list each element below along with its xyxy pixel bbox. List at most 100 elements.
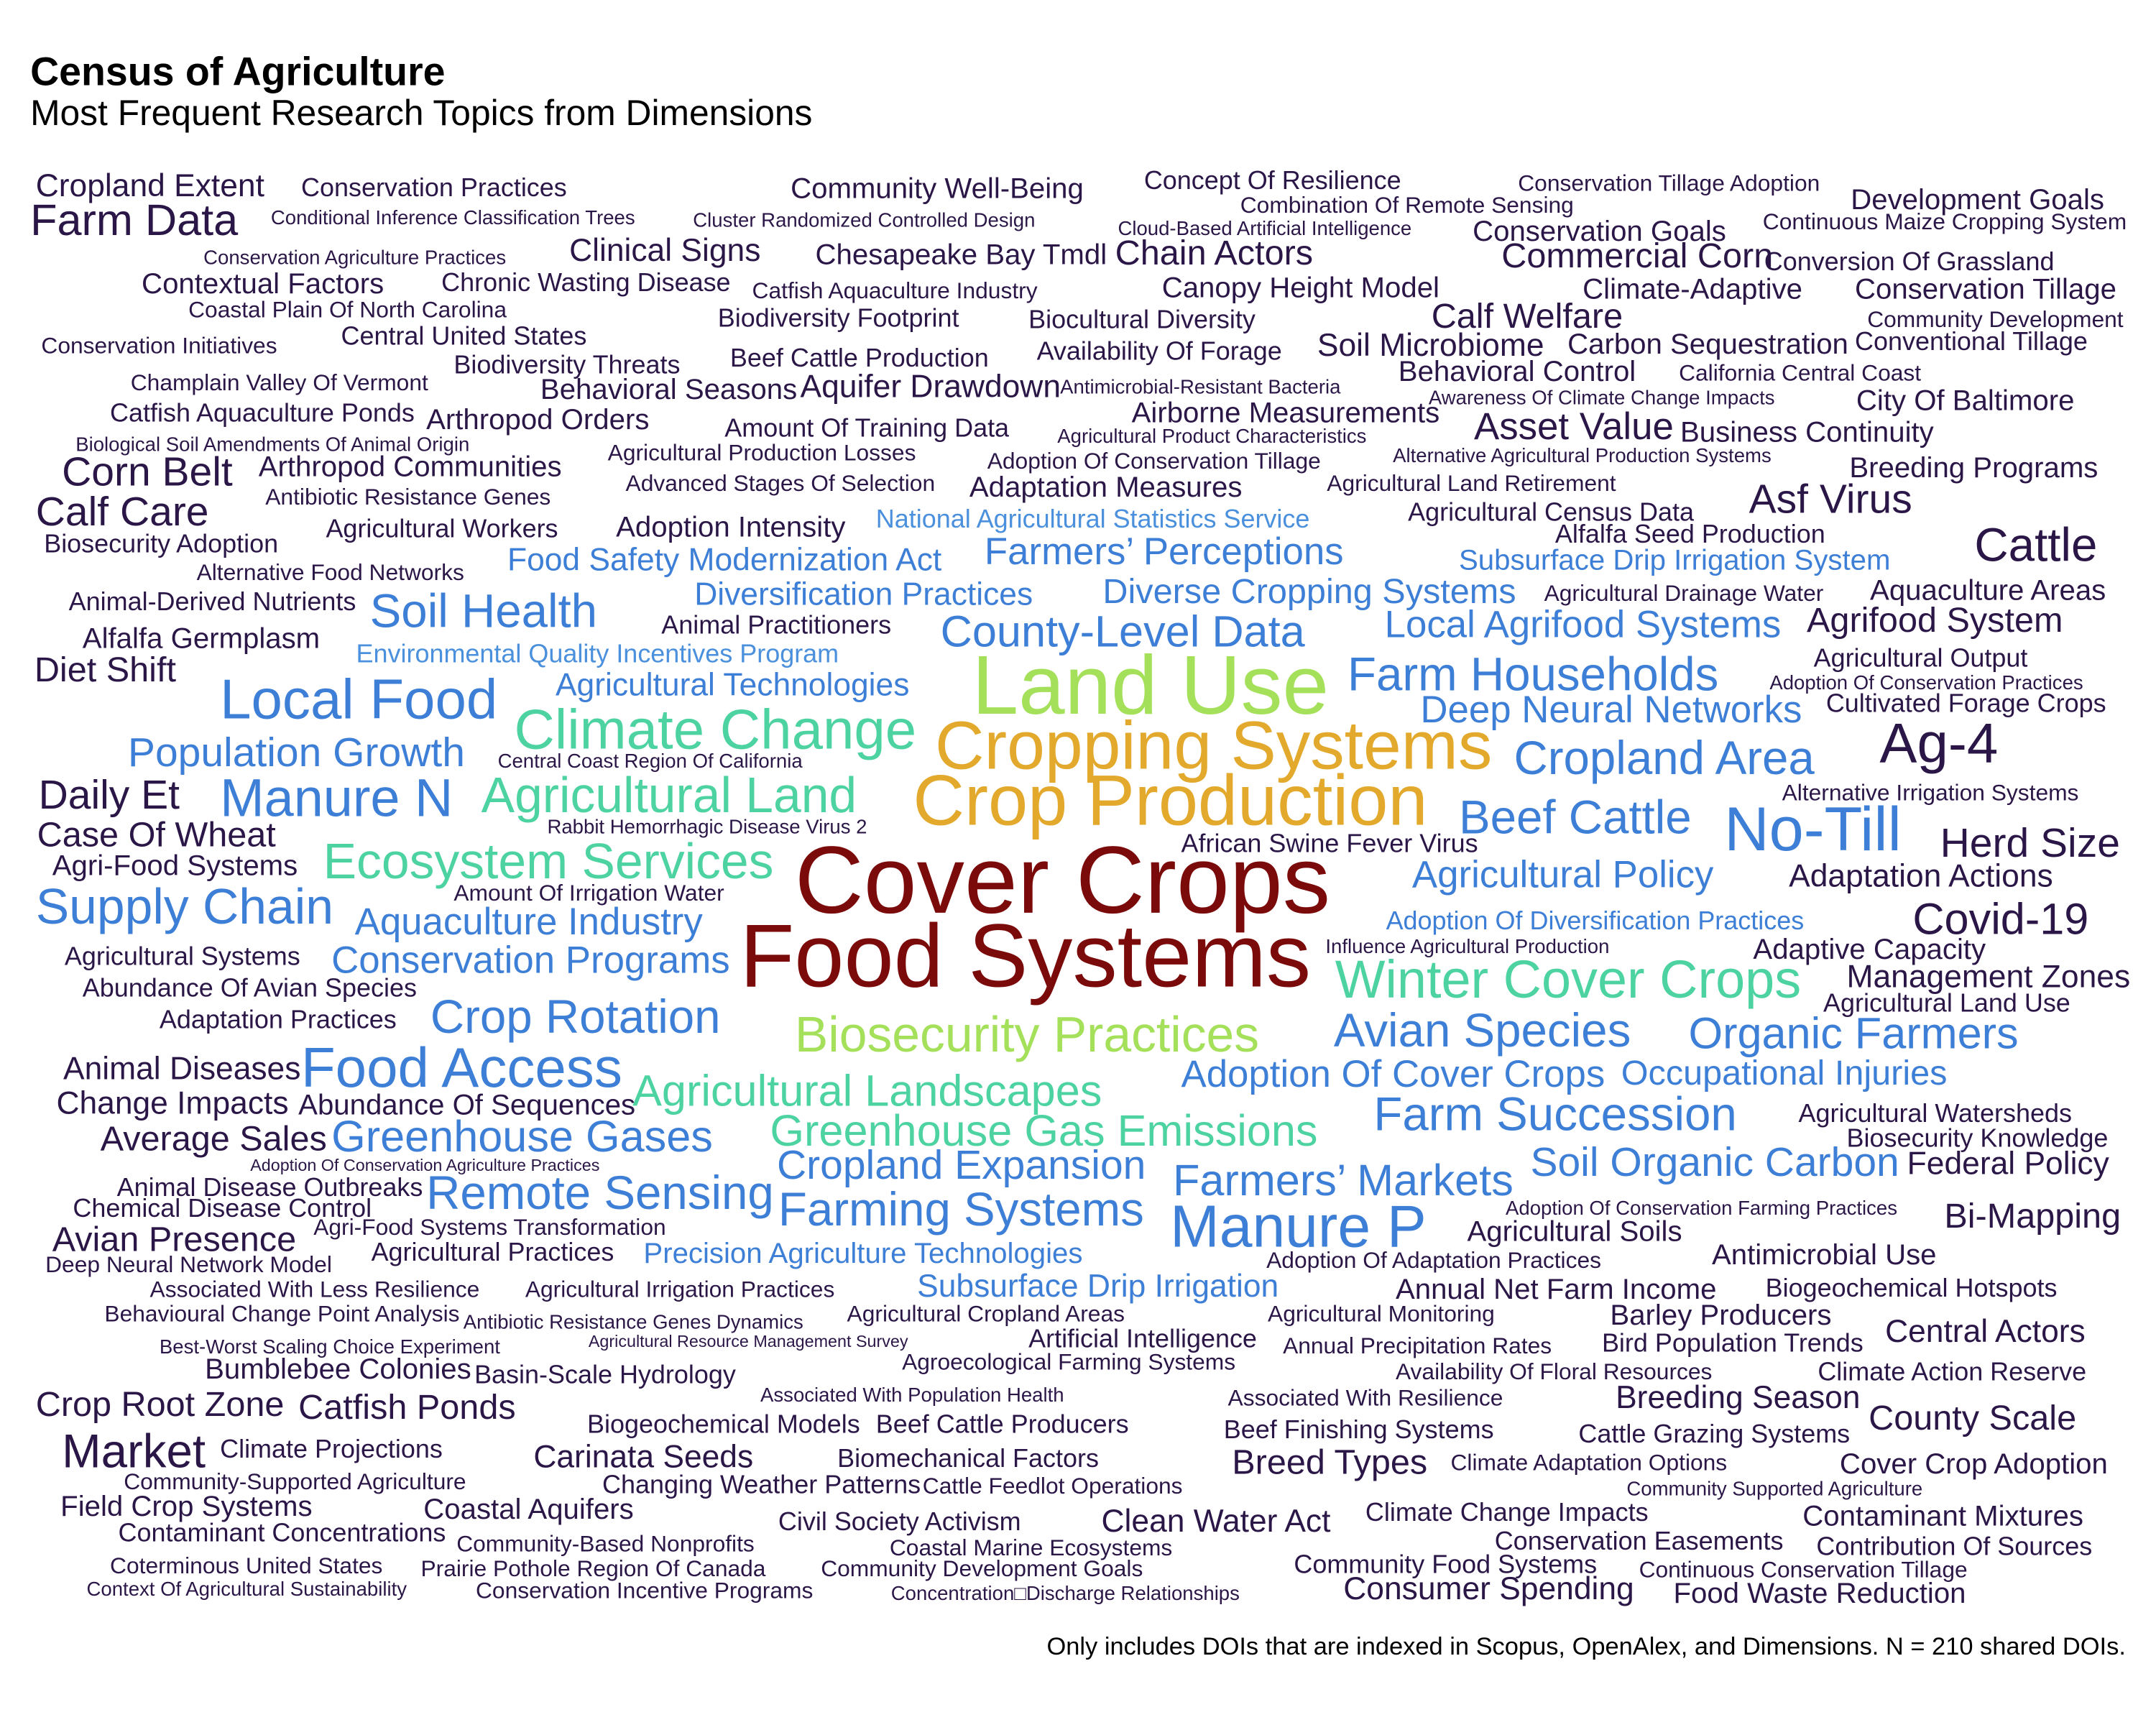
word: Coastal Aquifers [423,1493,633,1525]
word: Farmers’ Perceptions [985,530,1344,573]
word: Beef Cattle [1459,791,1692,843]
word: Breed Types [1232,1443,1427,1481]
word: Cropping Systems [935,707,1492,783]
word: Artificial Intelligence [1028,1324,1257,1353]
word: Asset Value [1474,405,1674,448]
word: Catfish Aquaculture Industry [752,277,1038,303]
word: No-Till [1724,795,1902,864]
word: Antibiotic Resistance Genes [265,484,550,510]
word: Daily Et [39,772,180,818]
word: Bird Population Trends [1602,1328,1864,1357]
word: Adoption Of Conservation Agriculture Pra… [250,1156,599,1174]
word: Chain Actors [1115,234,1313,272]
word: Remote Sensing [426,1167,774,1219]
word: Biomechanical Factors [837,1443,1099,1473]
word: Population Growth [128,730,465,776]
word: Beef Cattle Producers [876,1409,1129,1438]
word: Community Well-Being [791,172,1084,205]
word: Cropland Extent [36,168,264,203]
word: Conservation Goals [1473,215,1726,247]
word: Associated With Population Health [760,1384,1064,1406]
word: Cloud-Based Artificial Intelligence [1118,217,1411,239]
word: Winter Cover Crops [1335,949,1801,1009]
word: Agricultural Practices [372,1237,614,1266]
word: Soil Microbiome [1317,328,1544,363]
word: Alfalfa Germplasm [83,622,320,655]
word: Federal Policy [1907,1146,2110,1182]
word: Cattle [1974,518,2097,571]
word: Conversion Of Grassland [1764,247,2055,276]
word: Precision Agriculture Technologies [643,1237,1082,1269]
word: Greenhouse Gases [331,1112,713,1161]
word: Alfalfa Seed Production [1555,519,1825,548]
word: Biodiversity Footprint [718,303,959,333]
word: Agricultural Drainage Water [1544,580,1824,606]
word: Canopy Height Model [1162,271,1439,303]
word: Animal Disease Outbreaks [117,1172,423,1202]
word: Behavioral Control [1399,355,1636,387]
word: Food Waste Reduction [1673,1577,1966,1609]
word: Adoption Of Conservation Practices [1769,671,2083,694]
word: Community Development [1867,306,2124,332]
word: Civil Society Activism [778,1506,1021,1536]
word: Soil Organic Carbon [1530,1139,1899,1185]
word: Bumblebee Colonies [205,1353,471,1385]
word: Local Food [220,667,497,730]
word: Champlain Valley Of Vermont [131,369,428,395]
word: Best-Worst Scaling Choice Experiment [160,1335,500,1358]
word: Farm Households [1348,648,1718,700]
word: Greenhouse Gas Emissions [770,1106,1317,1155]
word: Catfish Ponds [298,1388,515,1427]
word: Amount Of Irrigation Water [453,880,724,906]
word: Climate Adaptation Options [1450,1449,1727,1475]
word: Agricultural Technologies [556,668,909,703]
word: Conservation Agriculture Practices [203,246,506,268]
word: Consumer Spending [1343,1571,1634,1606]
word: California Central Coast [1679,360,1921,386]
word: Conventional Tillage [1855,326,2088,356]
word: Farm Succession [1373,1088,1736,1141]
word: Contaminant Mixtures [1802,1500,2083,1532]
word: Animal-Derived Nutrients [69,586,356,616]
word: Food Safety Modernization Act [507,542,941,577]
word: Abundance Of Avian Species [83,973,417,1003]
word: Covid-19 [1912,894,2088,943]
word: Business Continuity [1680,415,1934,448]
word: Agricultural Policy [1412,854,1714,896]
word: Manure N [220,768,453,828]
word: Concept Of Resilience [1144,165,1401,195]
word: Agroecological Farming Systems [902,1349,1235,1375]
word: Basin-Scale Hydrology [474,1359,736,1389]
word: Agricultural Systems [65,942,300,971]
word: Central United States [341,321,586,350]
word: Combination Of Remote Sensing [1240,192,1574,218]
word: Beef Finishing Systems [1224,1414,1494,1444]
word: Chronic Wasting Disease [441,267,730,297]
word: Animal Diseases [63,1052,300,1087]
word: Conservation Tillage Adoption [1518,170,1820,196]
word: Cropland Expansion [777,1142,1146,1188]
word: Breeding Programs [1849,451,2098,484]
word: Contextual Factors [142,267,384,300]
word: Chemical Disease Control [73,1193,372,1223]
word: Crop Production [913,760,1427,840]
word: Advanced Stages Of Selection [626,470,936,496]
word: Amount Of Training Data [724,413,1009,443]
word: Alternative Food Networks [197,559,464,585]
word: Deep Neural Network Model [45,1251,332,1277]
word: Contribution Of Sources [1816,1532,2092,1561]
word: Field Crop Systems [60,1490,312,1522]
word: Aquaculture Areas [1870,574,2106,607]
word: Coastal Plain Of North Carolina [188,297,507,323]
word: Agricultural Cropland Areas [847,1301,1125,1327]
word: Deep Neural Networks [1420,689,1802,731]
word: Chesapeake Bay Tmdl [816,239,1107,271]
chart-title: Census of Agriculture [30,50,445,94]
word: Agricultural Landscapes [632,1067,1102,1116]
word: County-Level Data [941,607,1306,656]
word: Carinata Seeds [533,1439,753,1474]
word: Diversification Practices [694,576,1033,612]
word: Diverse Cropping Systems [1102,572,1516,611]
word: Occupational Injuries [1621,1054,1948,1092]
word: Airborne Measurements [1132,397,1440,429]
